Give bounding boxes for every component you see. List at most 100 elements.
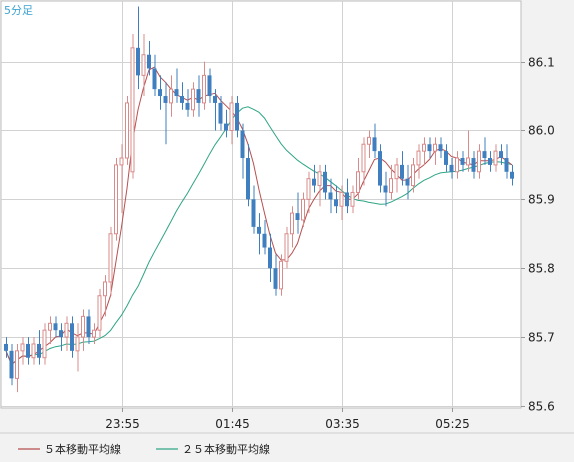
candle-body-up (229, 102, 234, 131)
candle-body-down (152, 68, 157, 90)
candle-body-up (75, 336, 80, 352)
candle-body-down (4, 343, 8, 351)
candle-body-up (422, 143, 426, 152)
candle-body-up (92, 329, 96, 338)
candle-body-down (246, 158, 250, 200)
plot-area (0, 0, 522, 409)
candle-body-down (251, 199, 256, 227)
candle-body-down (383, 185, 388, 193)
candle-body-up (48, 322, 52, 331)
candle-body-down (295, 213, 300, 220)
candle-body-down (345, 192, 349, 207)
candle-body-up (361, 143, 366, 173)
candle-body-down (328, 192, 333, 200)
candle-body-up (455, 157, 459, 173)
candle-body-down (372, 137, 377, 152)
candle-body-down (147, 54, 151, 69)
candle-body-down (268, 247, 272, 269)
candle-body-up (339, 191, 344, 207)
candle-body-down (510, 171, 514, 179)
candle-body-up (493, 150, 498, 166)
ma25-line (5, 106, 513, 366)
candle-body-up (279, 260, 283, 290)
candle-body-down (26, 343, 30, 358)
candle-body-up (477, 150, 481, 173)
candle-body-down (499, 151, 503, 159)
candle-body-up (356, 171, 360, 193)
x-tick-label: 01:45 (215, 417, 250, 431)
timeframe-label: 5分足 (4, 4, 33, 17)
candle-body-up (306, 178, 311, 200)
candle-body-up (416, 150, 421, 166)
candle-body-up (433, 143, 437, 152)
candle-body-up (466, 157, 470, 166)
candle-body-down (86, 316, 91, 338)
candle-body-down (37, 343, 41, 358)
candle-body-up (15, 350, 19, 379)
candle-body-up (202, 74, 206, 104)
candle-body-down (427, 144, 432, 152)
candle-body-up (284, 233, 289, 262)
y-tick-label: 85.6 (528, 400, 555, 414)
candle-body-down (224, 123, 228, 131)
candle-body-down (444, 151, 448, 165)
y-tick-label: 86.1 (528, 56, 555, 70)
candle-body-up (42, 329, 47, 359)
candle-body-down (174, 89, 179, 97)
candle-body-down (504, 158, 509, 172)
candle-body-down (59, 330, 63, 338)
candle-body-down (449, 164, 454, 172)
candle-body-down (235, 102, 239, 131)
candle-body-down (378, 151, 382, 186)
candle-body-up (141, 54, 146, 76)
candle-body-down (471, 158, 476, 172)
candle-body-down (240, 130, 245, 159)
candle-body-up (130, 47, 135, 173)
x-tick-label: 23:55 (105, 417, 140, 431)
y-tick-label: 86.0 (528, 124, 555, 138)
candle-body-down (488, 158, 492, 165)
candle-body-up (108, 233, 113, 283)
candle-body-down (262, 233, 267, 248)
candle-body-up (119, 157, 124, 166)
candle-body-down (438, 144, 443, 152)
candle-body-up (350, 191, 355, 207)
candle-body-down (405, 178, 410, 186)
x-axis: 23:55 01:45 03:35 05:25 (105, 408, 470, 431)
y-tick-label: 85.8 (528, 262, 555, 276)
candle-body-up (290, 212, 294, 235)
candle-body-up (31, 343, 36, 359)
candle-body-down (136, 47, 140, 76)
ma5-legend-label: ５本移動平均線 (44, 442, 121, 456)
candle-body-down (460, 158, 465, 165)
candle-body-up (411, 164, 415, 187)
candle-body-down (9, 350, 14, 379)
x-tick-label: 05:25 (435, 417, 470, 431)
candle-body-down (218, 102, 223, 124)
candle-body-up (20, 343, 25, 352)
candle-body-down (70, 323, 74, 351)
candle-body-up (191, 88, 195, 111)
candle-body-down (273, 268, 278, 289)
candle-body-up (125, 102, 129, 159)
candle-body-up (394, 164, 399, 180)
candle-body-down (257, 226, 261, 234)
candle-body-up (169, 88, 173, 104)
candle-body-up (317, 171, 322, 187)
candle-body-down (312, 178, 316, 186)
candle-body-up (301, 198, 305, 221)
candle-body-down (158, 89, 162, 97)
candle-body-up (103, 281, 107, 297)
ma25-polyline (5, 106, 513, 366)
candle-body-down (482, 151, 487, 159)
candle-body-up (81, 315, 85, 338)
candle-body-down (323, 171, 327, 193)
candle-body-down (53, 323, 58, 331)
candle-body-up (64, 322, 69, 338)
candle-body-down (185, 102, 190, 110)
candle-body-down (207, 75, 212, 97)
candle-body-down (213, 96, 217, 103)
candle-body-down (163, 96, 168, 103)
